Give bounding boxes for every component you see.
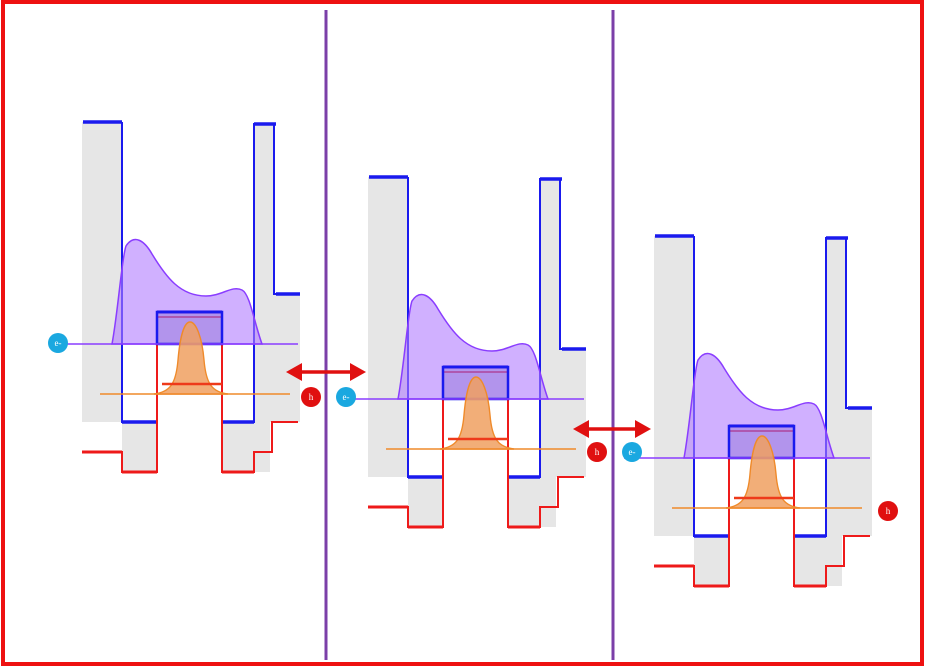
hole-marker-3: h — [878, 501, 898, 521]
svg-text:e-: e- — [343, 392, 350, 402]
quantum-well-panel-3 — [622, 234, 874, 588]
svg-text:h: h — [595, 447, 600, 457]
svg-text:h: h — [886, 506, 891, 516]
svg-text:h: h — [309, 392, 314, 402]
hole-marker-1: h — [301, 387, 321, 407]
electron-marker-3: e- — [622, 442, 642, 462]
quantum-well-panel-2 — [336, 175, 588, 529]
electron-marker-1: e- — [48, 333, 68, 353]
svg-text:e-: e- — [55, 338, 62, 348]
transfer-arrow-1 — [286, 363, 366, 381]
transfer-arrow-2 — [573, 420, 651, 438]
electron-marker-2: e- — [336, 387, 356, 407]
quantum-well-panel-1 — [50, 120, 302, 474]
hole-marker-2: h — [587, 442, 607, 462]
svg-text:e-: e- — [629, 447, 636, 457]
